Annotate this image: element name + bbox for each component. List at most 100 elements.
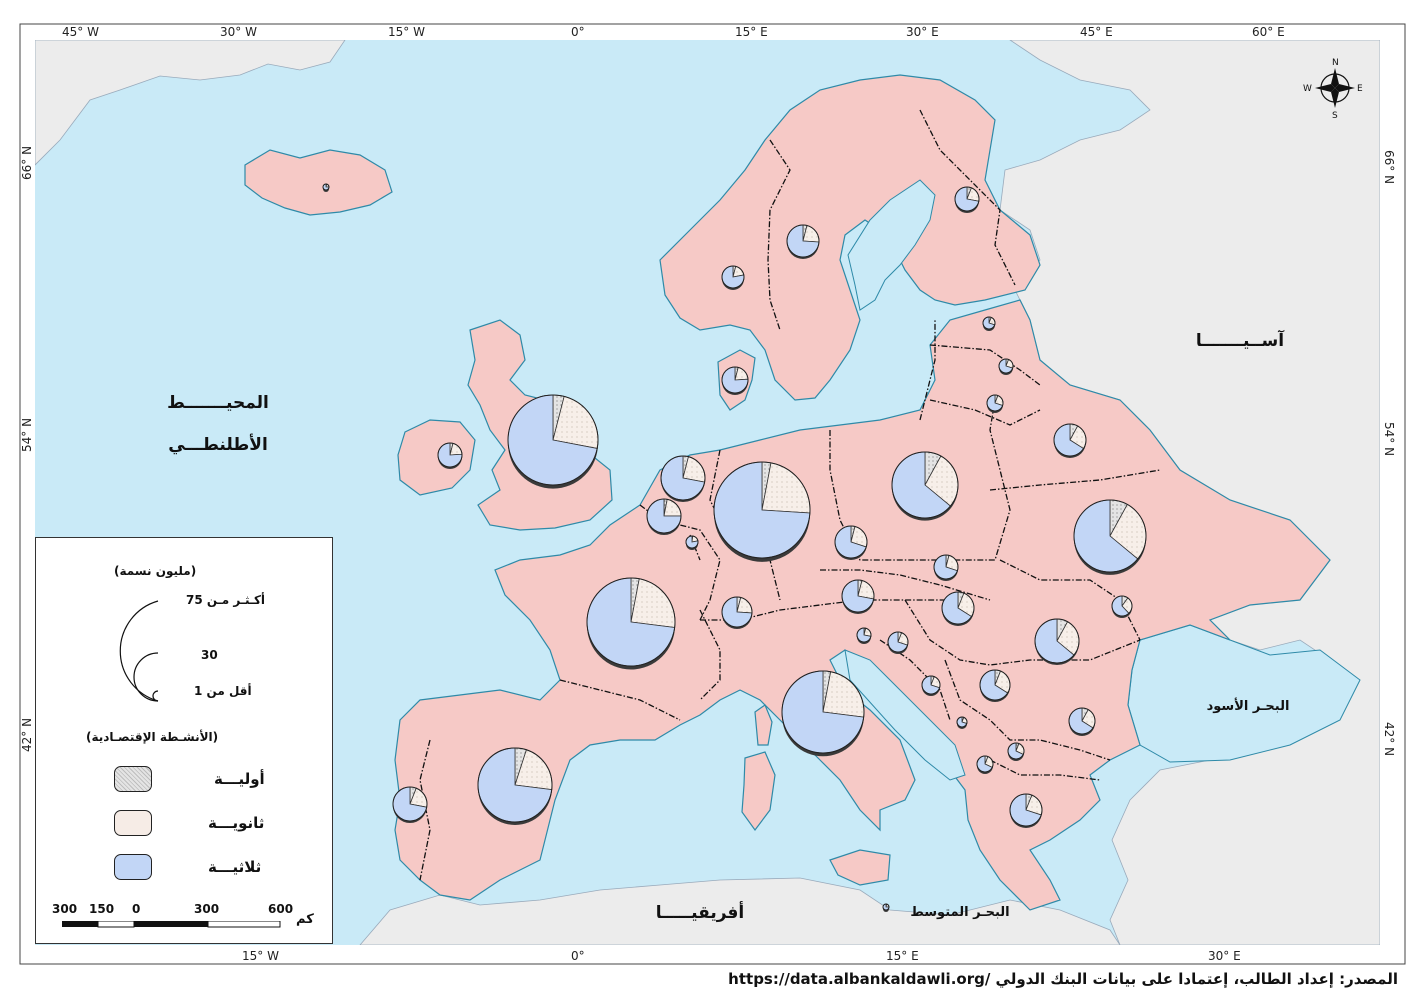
scale-tick-2: 150 bbox=[89, 902, 115, 916]
legend-size-large: أكـثـر مـن 75 bbox=[186, 593, 266, 607]
country-pie bbox=[685, 535, 699, 550]
top-longitude-labels: 45° W 30° W 15° W 0° 15° E 30° E 45° E 6… bbox=[62, 25, 1285, 39]
compass-s: S bbox=[1332, 111, 1338, 121]
lon-bottom-3: 15° E bbox=[886, 949, 919, 963]
country-pie bbox=[1009, 793, 1043, 828]
country-pie bbox=[998, 358, 1014, 375]
lon-top-3: 15° W bbox=[388, 25, 425, 39]
lon-top-6: 30° E bbox=[906, 25, 939, 39]
mediterranean-label: البحـر المتوسط bbox=[910, 905, 1009, 920]
source-citation: المصدر: إعداد الطالب، إعتمادا على بيانات… bbox=[728, 970, 1398, 988]
lon-top-8: 60° E bbox=[1252, 25, 1285, 39]
legend-size-mid: 30 bbox=[201, 648, 218, 662]
scale-bar bbox=[62, 921, 281, 928]
pie-outline bbox=[721, 596, 753, 628]
black-sea-label: البحـر الأسود bbox=[1207, 697, 1290, 714]
scale-tick-5: 600 bbox=[268, 902, 294, 916]
scale-tick-1: 300 bbox=[52, 902, 78, 916]
gulf-of-bothnia bbox=[847, 179, 936, 311]
compass-e: E bbox=[1357, 84, 1363, 94]
scale-tick-4: 300 bbox=[194, 902, 220, 916]
legend-primary-label: أوليـــة bbox=[214, 770, 265, 788]
map-legend: (مليون نسمة) أكـثـر مـن 75 30 أقل من 1 (… bbox=[35, 537, 333, 944]
pie-outline bbox=[933, 554, 959, 580]
pie-outline bbox=[322, 183, 330, 191]
ireland-land bbox=[397, 419, 476, 496]
pie-outline bbox=[976, 755, 994, 773]
country-pie bbox=[322, 183, 330, 192]
pie-outline bbox=[721, 366, 749, 394]
lat-left-3: 42° N bbox=[20, 718, 34, 752]
pie-outline bbox=[713, 461, 811, 559]
pie-outline bbox=[1034, 618, 1080, 664]
lon-top-4: 0° bbox=[571, 25, 585, 39]
pie-outline bbox=[982, 316, 996, 330]
country-pie bbox=[956, 716, 968, 729]
pie-outline bbox=[921, 675, 941, 695]
country-pie bbox=[1068, 707, 1096, 736]
pie-outline bbox=[891, 451, 959, 519]
pie-outline bbox=[437, 442, 463, 468]
pie-outline bbox=[646, 498, 682, 534]
pie-outline bbox=[941, 591, 975, 625]
pie-outline bbox=[477, 747, 553, 823]
pie-outline bbox=[1009, 793, 1043, 827]
legend-secondary-swatch bbox=[114, 810, 152, 836]
country-pie bbox=[882, 903, 890, 912]
country-pie bbox=[1073, 499, 1147, 575]
country-pie bbox=[713, 461, 811, 562]
pie-outline bbox=[507, 394, 599, 486]
pie-outline bbox=[721, 265, 745, 289]
country-pie bbox=[1111, 595, 1133, 618]
sicily-land bbox=[829, 849, 891, 886]
country-pie bbox=[941, 591, 975, 626]
country-pie bbox=[841, 579, 875, 614]
country-pie bbox=[954, 186, 980, 213]
pie-outline bbox=[1068, 707, 1096, 735]
country-pie bbox=[982, 316, 996, 331]
country-pie bbox=[646, 498, 682, 535]
latitude-labels: 66° N 54° N 42° N 66° N 54° N 42° N bbox=[20, 146, 1396, 756]
pie-outline bbox=[660, 455, 706, 501]
pie-outline bbox=[1111, 595, 1133, 617]
bottom-longitude-labels: 15° W 0° 15° E 30° E bbox=[242, 949, 1241, 963]
legend-secondary-label: ثانويـــة bbox=[208, 814, 265, 832]
country-pie bbox=[1034, 618, 1080, 665]
lon-bottom-4: 30° E bbox=[1208, 949, 1241, 963]
country-pie bbox=[921, 675, 941, 696]
pie-outline bbox=[786, 224, 820, 258]
country-pie bbox=[721, 265, 745, 290]
country-pie bbox=[1007, 742, 1025, 761]
legend-tertiary-label: ثلاثيـــة bbox=[208, 858, 262, 876]
pie-outline bbox=[1053, 423, 1087, 457]
lon-top-5: 15° E bbox=[735, 25, 768, 39]
pie-outline bbox=[841, 579, 875, 613]
compass-w: W bbox=[1303, 84, 1312, 94]
pie-outline bbox=[1007, 742, 1025, 760]
country-pie bbox=[986, 394, 1004, 413]
legend-tertiary-swatch bbox=[114, 854, 152, 880]
country-pie bbox=[437, 442, 463, 469]
pie-outline bbox=[781, 670, 865, 754]
country-pie bbox=[781, 670, 865, 757]
pie-outline bbox=[856, 627, 872, 643]
atlantic-label-2: الأطلنطـــي bbox=[168, 434, 268, 455]
country-pie bbox=[786, 224, 820, 259]
pie-outline bbox=[392, 786, 428, 822]
pie-outline bbox=[986, 394, 1004, 412]
atlantic-label-1: المحيـــــــط bbox=[167, 393, 269, 413]
sardinia-land bbox=[741, 751, 776, 832]
lat-right-2: 54° N bbox=[1382, 422, 1396, 456]
country-pie bbox=[1053, 423, 1087, 458]
country-pie bbox=[834, 525, 868, 560]
country-pie bbox=[477, 747, 553, 825]
legend-size-small: أقل من 1 bbox=[194, 684, 252, 698]
legend-size-title: (مليون نسمة) bbox=[114, 564, 197, 578]
scandinavia-land bbox=[659, 74, 1041, 401]
country-pie bbox=[721, 596, 753, 629]
corsica-land bbox=[754, 704, 773, 746]
lon-bottom-2: 0° bbox=[571, 949, 585, 963]
lon-top-7: 45° E bbox=[1080, 25, 1113, 39]
greenland-land bbox=[35, 40, 346, 166]
country-pie bbox=[887, 631, 909, 654]
